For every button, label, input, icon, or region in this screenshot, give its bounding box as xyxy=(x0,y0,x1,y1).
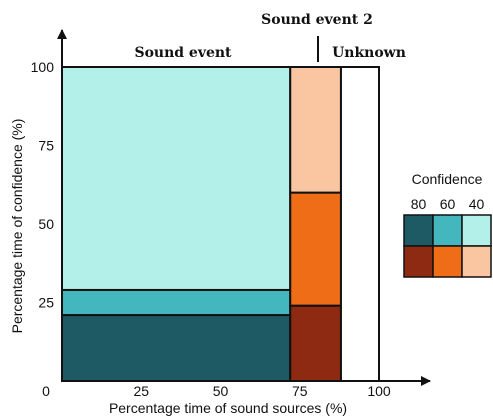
x-axis-label: Percentage time of sound sources (%) xyxy=(109,400,347,416)
legend-swatch-r0-c1 xyxy=(432,214,463,247)
column-label-unknown: Unknown xyxy=(332,45,406,61)
y-tick-label: 100 xyxy=(31,59,55,75)
column-label-sound-event: Sound event xyxy=(134,45,232,61)
y-axis-label: Percentage time of confidence (%) xyxy=(9,119,25,334)
cell-col0-seg2 xyxy=(61,66,292,291)
legend-title: Confidence xyxy=(412,171,483,187)
legend-swatch-r1-c0 xyxy=(403,245,434,278)
legend: Confidence 80 60 40 xyxy=(403,171,492,278)
legend-labels: 80 60 40 xyxy=(411,196,485,212)
cell-col0-seg1 xyxy=(61,288,292,317)
cell-col1-seg0 xyxy=(289,304,342,383)
cell-col1-seg2 xyxy=(289,66,342,194)
y-tick-label: 50 xyxy=(38,216,54,232)
x-tick-label: 75 xyxy=(292,383,308,399)
column-label-sound-event-2: Sound event 2 xyxy=(261,12,373,28)
column-labels: Sound event Sound event 2 Unknown xyxy=(134,12,406,62)
legend-swatches xyxy=(403,214,492,278)
y-tick-label: 25 xyxy=(38,295,54,311)
x-tick-label: 0 xyxy=(42,383,50,399)
cell-col1-seg1 xyxy=(289,191,342,307)
plot-area xyxy=(61,66,380,383)
legend-swatch-r0-c2 xyxy=(461,214,492,247)
x-tick-labels: 0 25 50 75 100 xyxy=(42,383,391,399)
y-tick-labels: 25 50 75 100 xyxy=(31,59,55,311)
y-tick-label: 75 xyxy=(38,138,54,154)
legend-label: 40 xyxy=(469,196,485,212)
cell-col2-seg0 xyxy=(339,66,380,382)
legend-swatch-r1-c2 xyxy=(461,245,492,278)
legend-label: 80 xyxy=(411,196,427,212)
x-tick-label: 25 xyxy=(133,383,149,399)
x-tick-label: 50 xyxy=(213,383,229,399)
legend-label: 60 xyxy=(440,196,456,212)
axes xyxy=(57,29,431,386)
cell-col0-seg0 xyxy=(61,314,292,382)
legend-swatch-r1-c1 xyxy=(432,245,463,278)
legend-swatch-r0-c0 xyxy=(403,214,434,247)
x-tick-label: 100 xyxy=(367,383,391,399)
